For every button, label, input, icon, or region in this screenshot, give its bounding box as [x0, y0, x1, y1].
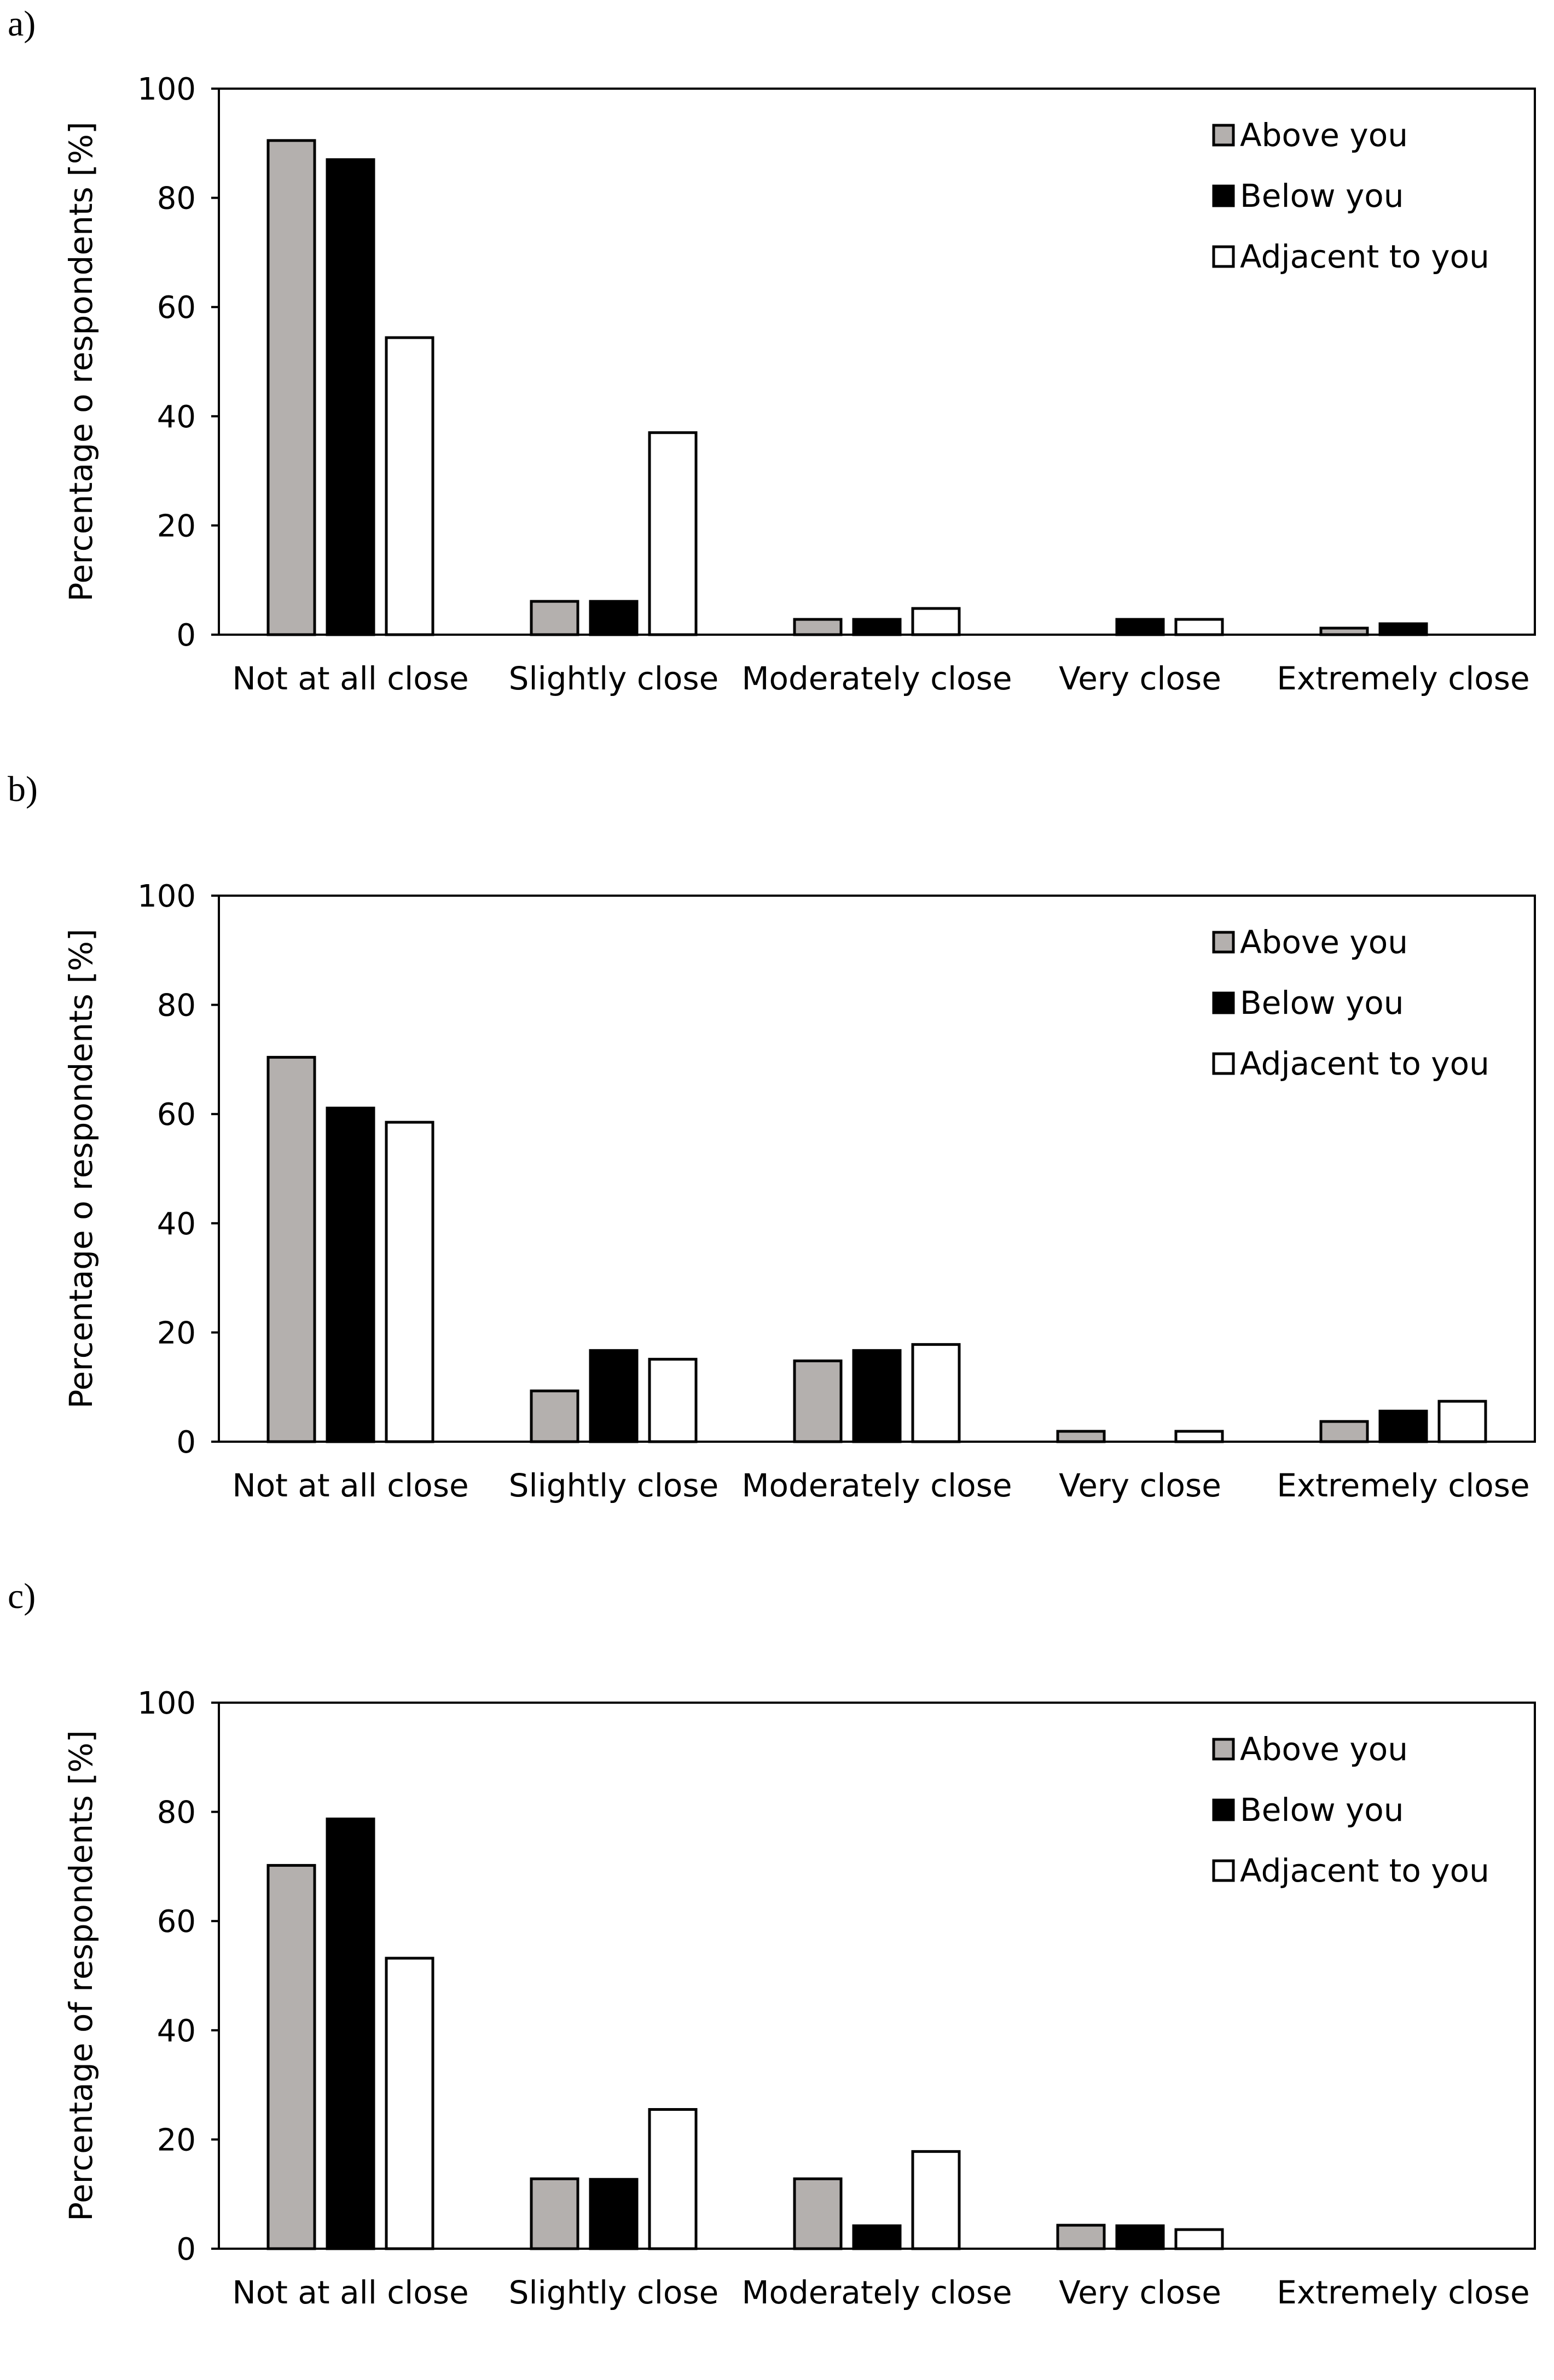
legend-label: Below you — [1240, 177, 1404, 214]
bar-adjacent-to-you — [648, 1357, 698, 1443]
legend-label: Adjacent to you — [1240, 238, 1489, 275]
bar-adjacent-to-you — [1174, 1430, 1224, 1443]
bar-below-you — [1115, 2224, 1165, 2250]
bar-adjacent-to-you — [648, 431, 698, 636]
legend-swatch — [1212, 1859, 1235, 1882]
bar-below-you — [852, 2224, 902, 2250]
bar-above-you — [1056, 2224, 1106, 2250]
x-category-label: Moderately close — [741, 1467, 1012, 1504]
bar-above-you — [530, 1389, 579, 1443]
y-tick-label: 80 — [157, 181, 196, 217]
bar-adjacent-to-you — [648, 2108, 698, 2250]
legend-swatch — [1212, 931, 1235, 954]
bar-adjacent-to-you — [385, 1121, 434, 1443]
bar-below-you — [589, 1349, 639, 1443]
legend-swatch — [1212, 1798, 1235, 1821]
y-axis-title: Percentage o respondents [%] — [62, 121, 100, 601]
bar-above-you — [266, 139, 316, 636]
x-category-label: Moderately close — [741, 660, 1012, 697]
y-axis-title: Percentage of respondents [%] — [62, 1730, 100, 2221]
panel-label-b: b) — [8, 769, 38, 809]
legend-swatch — [1212, 1052, 1235, 1075]
x-category-label: Extremely close — [1277, 2274, 1529, 2311]
x-category-label: Slightly close — [509, 2274, 719, 2311]
chart-c: 0 20 40 60 80 100 Percentage of respondents [%… — [62, 1686, 1536, 2311]
bar-below-you — [1115, 618, 1165, 636]
bar-below-you — [326, 1106, 375, 1443]
bar-below-you — [852, 618, 902, 636]
y-tick-label: 20 — [157, 508, 196, 544]
x-category-label: Very close — [1059, 2274, 1221, 2311]
bar-adjacent-to-you — [911, 1343, 961, 1443]
bar-above-you — [1319, 626, 1369, 636]
y-tick-label: 100 — [137, 879, 196, 914]
bar-above-you — [793, 2177, 843, 2250]
x-category-label: Slightly close — [509, 660, 719, 697]
x-category-label: Slightly close — [509, 1467, 719, 1504]
x-category-label: Extremely close — [1277, 1467, 1529, 1504]
y-axis-title: Percentage o respondents [%] — [62, 928, 100, 1408]
y-tick-label: 100 — [137, 72, 196, 107]
y-tick-label: 0 — [176, 1425, 196, 1460]
y-tick-label: 40 — [157, 399, 196, 435]
legend-label: Above you — [1240, 117, 1408, 154]
bar-adjacent-to-you — [1437, 1400, 1487, 1443]
y-tick-label: 0 — [176, 2232, 196, 2267]
bar-below-you — [589, 2178, 639, 2250]
bar-above-you — [266, 1055, 316, 1443]
bar-above-you — [530, 2177, 579, 2250]
y-tick-label: 60 — [157, 1097, 196, 1133]
chart-b: 0 20 40 60 80 100 Percentage o respondents [%]… — [62, 879, 1536, 1504]
bar-above-you — [530, 600, 579, 636]
y-tick-label: 20 — [157, 2122, 196, 2158]
chart-a: 0 20 40 60 80 100 Percentage o respondents [%]… — [62, 72, 1536, 697]
bar-above-you — [1056, 1430, 1106, 1443]
legend-label: Adjacent to you — [1240, 1045, 1489, 1082]
bar-adjacent-to-you — [385, 1957, 434, 2250]
bar-above-you — [793, 1359, 843, 1443]
y-tick-label: 100 — [137, 1686, 196, 1721]
x-category-label: Not at all close — [232, 1467, 468, 1504]
bar-below-you — [1378, 622, 1428, 636]
panel-label-c: c) — [8, 1576, 36, 1616]
bar-below-you — [1378, 1409, 1428, 1443]
x-category-label: Not at all close — [232, 2274, 468, 2311]
panel-label-a: a) — [8, 4, 36, 44]
legend-label: Below you — [1240, 984, 1404, 1021]
x-category-label: Moderately close — [741, 2274, 1012, 2311]
bar-above-you — [266, 1864, 316, 2250]
bar-below-you — [326, 158, 375, 636]
y-tick-label: 60 — [157, 1904, 196, 1940]
y-tick-label: 40 — [157, 1206, 196, 1242]
legend-swatch — [1212, 1738, 1235, 1761]
legend-label: Above you — [1240, 924, 1408, 961]
legend-label: Adjacent to you — [1240, 1852, 1489, 1889]
bar-above-you — [1319, 1420, 1369, 1443]
x-category-label: Very close — [1059, 1467, 1221, 1504]
x-category-label: Very close — [1059, 660, 1221, 697]
legend-swatch — [1212, 124, 1235, 147]
bar-adjacent-to-you — [911, 2150, 961, 2250]
y-tick-label: 40 — [157, 2013, 196, 2049]
y-tick-label: 20 — [157, 1315, 196, 1351]
y-tick-label: 60 — [157, 290, 196, 326]
y-tick-label: 80 — [157, 1795, 196, 1831]
bar-adjacent-to-you — [385, 336, 434, 636]
legend-swatch — [1212, 184, 1235, 207]
legend-label: Below you — [1240, 1791, 1404, 1828]
x-category-label: Not at all close — [232, 660, 468, 697]
bar-above-you — [793, 618, 843, 636]
x-category-label: Extremely close — [1277, 660, 1529, 697]
bar-adjacent-to-you — [1174, 2228, 1224, 2250]
legend-label: Above you — [1240, 1731, 1408, 1768]
legend-swatch — [1212, 245, 1235, 268]
y-tick-label: 80 — [157, 988, 196, 1024]
y-tick-label: 0 — [176, 618, 196, 653]
legend-swatch — [1212, 991, 1235, 1014]
bar-below-you — [326, 1818, 375, 2250]
bar-below-you — [589, 600, 639, 636]
bar-adjacent-to-you — [911, 607, 961, 636]
bar-below-you — [852, 1349, 902, 1443]
bar-adjacent-to-you — [1174, 618, 1224, 636]
